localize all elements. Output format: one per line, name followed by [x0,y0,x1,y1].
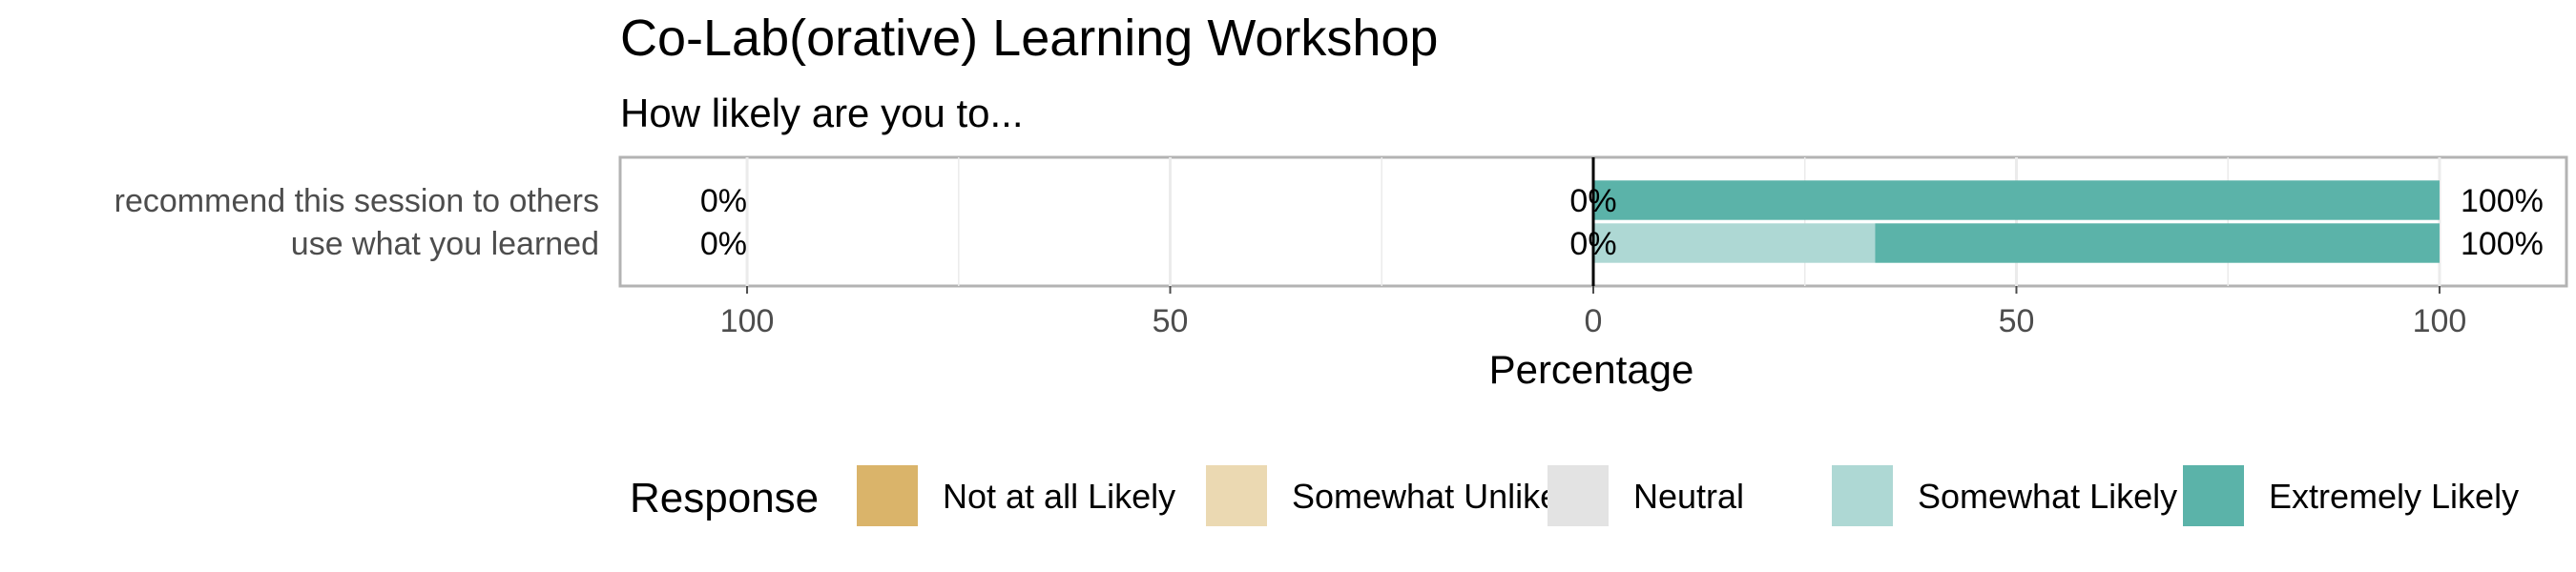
data-label-left: 0% [700,183,747,219]
legend-swatch [2183,465,2244,526]
bar-segment [1593,180,2440,220]
legend-title: Response [630,475,819,521]
legend-item-label: Neutral [1633,477,1744,516]
legend-swatch [1206,465,1267,526]
category-label: recommend this session to others [114,183,599,219]
legend-swatch [857,465,918,526]
category-label: use what you learned [291,226,599,262]
x-tick-label: 50 [1153,303,1189,339]
x-tick-label: 100 [720,303,775,339]
legend-item-label: Somewhat Likely [1918,477,2177,516]
legend-item-label: Extremely Likely [2269,477,2519,516]
bar-segment [1875,223,2440,263]
data-label-left: 0% [700,226,747,262]
legend: Response Not at all Likely Somewhat Unlik… [630,465,2519,526]
x-tick-label: 50 [1999,303,2035,339]
legend-item-label: Somewhat Unlikely [1292,477,1584,516]
x-axis-title: Percentage [1489,347,1694,392]
x-tick-label: 100 [2413,303,2467,339]
x-tick-label: 0 [1585,303,1603,339]
legend-item-label: Not at all Likely [943,477,1175,516]
chart-title: Co-Lab(orative) Learning Workshop [620,10,1438,67]
legend-swatch [1548,465,1609,526]
data-label-right: 100% [2461,183,2544,219]
chart-subtitle: How likely are you to... [620,91,1024,135]
plot-area: recommend this session to others 0% 0% 100%… [114,155,2568,339]
bar-segment [1593,223,1876,263]
legend-swatch [1832,465,1893,526]
data-label-right: 100% [2461,226,2544,262]
